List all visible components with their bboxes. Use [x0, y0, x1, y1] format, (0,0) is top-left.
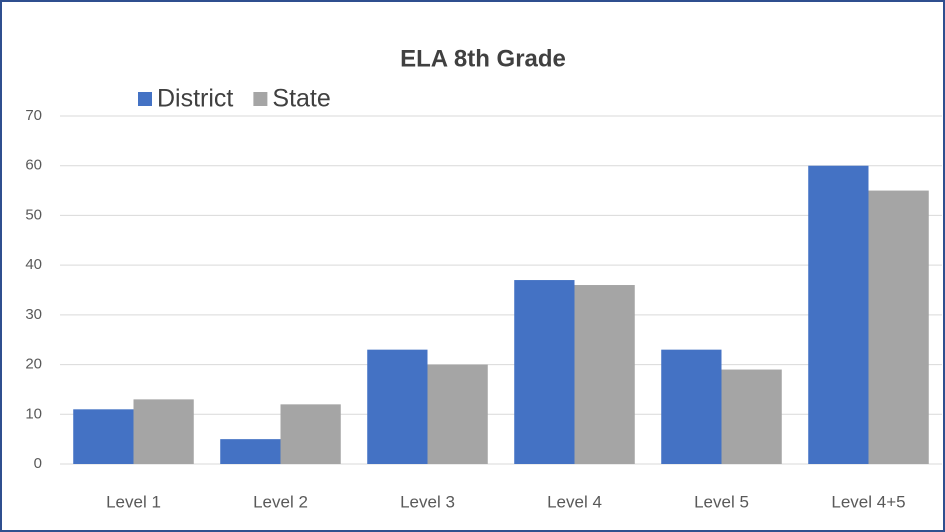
bar	[661, 349, 722, 464]
bar	[133, 399, 194, 464]
bar	[220, 439, 281, 464]
bar	[427, 364, 488, 464]
x-tick-label: Level 4	[547, 492, 602, 511]
y-tick-label: 0	[34, 455, 42, 472]
y-tick-label: 60	[25, 157, 42, 174]
x-tick-label: Level 1	[106, 492, 161, 511]
bar	[514, 280, 575, 464]
x-tick-label: Level 4+5	[831, 492, 905, 511]
bar	[574, 285, 635, 464]
y-tick-label: 40	[25, 256, 42, 273]
x-tick-label: Level 3	[400, 492, 455, 511]
y-tick-label: 20	[25, 356, 42, 373]
y-tick-label: 70	[25, 107, 42, 124]
bar	[280, 404, 341, 464]
bar	[73, 409, 134, 464]
y-tick-label: 10	[25, 405, 42, 422]
y-tick-label: 50	[25, 206, 42, 223]
legend-swatch	[253, 92, 268, 106]
bar	[868, 190, 929, 465]
legend-swatch	[138, 92, 152, 106]
bar	[721, 369, 782, 464]
legend-label: District	[157, 85, 233, 113]
chart-title: ELA 8th Grade	[400, 45, 566, 72]
x-tick-label: Level 5	[694, 492, 749, 511]
x-tick-label: Level 2	[253, 492, 308, 511]
bar	[808, 165, 869, 464]
bar	[367, 349, 428, 464]
y-tick-label: 30	[25, 306, 42, 323]
legend-label: State	[272, 85, 330, 113]
